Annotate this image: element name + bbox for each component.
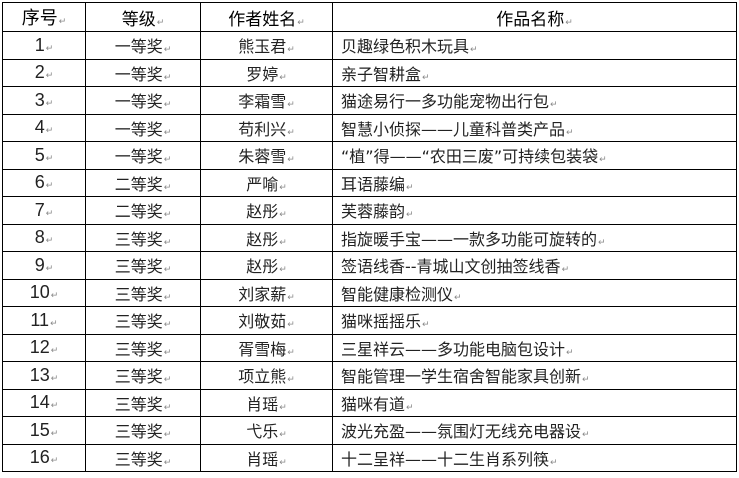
work-title-cell: 猫咪有道 [332,388,737,417]
number-cell: 2 [2,58,86,87]
author-cell: 朱蓉雪 [200,141,333,170]
header-cell: 序号 [2,2,86,32]
award-level-cell: 一等奖 [85,58,201,87]
work-title-cell: 三星祥云——多功能电脑包设计 [332,333,737,362]
award-level-cell: 三等奖 [85,223,201,252]
author-cell: 熊玉君 [200,31,333,60]
work-title-cell: 猫途易行一多功能宠物出行包 [332,86,737,115]
author-cell: 胥雪梅 [200,333,333,362]
award-level-cell: 三等奖 [85,278,201,307]
number-cell: 10 [2,278,86,307]
author-cell: 严喻 [200,168,333,197]
header-cell: 作品名称 [332,2,737,32]
table-row: 7二等奖赵彤芙蓉藤韵 [2,196,737,225]
author-cell: 项立熊 [200,361,333,390]
number-cell: 4 [2,113,86,142]
number-cell: 6 [2,168,86,197]
author-cell: 肖瑶 [200,388,333,417]
work-title-cell: 贝趣绿色积木玩具 [332,31,737,60]
table-row: 5一等奖朱蓉雪“植”得——“农田三废”可持续包装袋 [2,141,737,170]
number-cell: 16 [2,443,86,472]
award-level-cell: 二等奖 [85,196,201,225]
author-cell: 赵彤 [200,223,333,252]
work-title-cell: 十二呈祥——十二生肖系列筷 [332,443,737,472]
award-level-cell: 三等奖 [85,251,201,280]
header-cell: 等级 [85,2,201,32]
number-cell: 9 [2,251,86,280]
award-level-cell: 三等奖 [85,416,201,445]
author-cell: 赵彤 [200,196,333,225]
table-row: 1一等奖熊玉君贝趣绿色积木玩具 [2,31,737,60]
work-title-cell: 智慧小侦探——儿童科普类产品 [332,113,737,142]
work-title-cell: 波光充盈——氛围灯无线充电器设 [332,416,737,445]
number-cell: 13 [2,361,86,390]
number-cell: 5 [2,141,86,170]
table-row: 10三等奖刘家薪智能健康检测仪 [2,278,737,307]
table-row: 6二等奖严喻耳语藤编 [2,168,737,197]
award-level-cell: 三等奖 [85,333,201,362]
author-cell: 李霜雪 [200,86,333,115]
table-row: 3一等奖李霜雪猫途易行一多功能宠物出行包 [2,86,737,115]
author-cell: 刘家薪 [200,278,333,307]
work-title-cell: 亲子智耕盒 [332,58,737,87]
table-row: 4一等奖苟利兴智慧小侦探——儿童科普类产品 [2,113,737,142]
table-row: 13三等奖项立熊智能管理一学生宿舍智能家具创新 [2,361,737,390]
table-row: 14三等奖肖瑶猫咪有道 [2,388,737,417]
award-level-cell: 三等奖 [85,388,201,417]
table-row: 16三等奖肖瑶十二呈祥——十二生肖系列筷 [2,443,737,472]
award-level-cell: 一等奖 [85,113,201,142]
number-cell: 1 [2,31,86,60]
award-level-cell: 三等奖 [85,443,201,472]
work-title-cell: 芙蓉藤韵 [332,196,737,225]
author-cell: 肖瑶 [200,443,333,472]
table-row: 9三等奖赵彤签语线香--青城山文创抽签线香 [2,251,737,280]
award-level-cell: 一等奖 [85,141,201,170]
number-cell: 12 [2,333,86,362]
award-level-cell: 三等奖 [85,361,201,390]
work-title-cell: 签语线香--青城山文创抽签线香 [332,251,737,280]
number-cell: 8 [2,223,86,252]
number-cell: 3 [2,86,86,115]
award-level-cell: 一等奖 [85,86,201,115]
table-row: 15三等奖弋乐波光充盈——氛围灯无线充电器设 [2,416,737,445]
author-cell: 赵彤 [200,251,333,280]
table-row: 8三等奖赵彤指旋暖手宝——一款多功能可旋转的 [2,223,737,252]
work-title-cell: 智能健康检测仪 [332,278,737,307]
work-title-cell: 指旋暖手宝——一款多功能可旋转的 [332,223,737,252]
awards-table: 序号 等级 作者姓名 作品名称 1一等奖熊玉君贝趣绿色积木玩具2一等奖罗婷亲子智… [2,2,737,472]
number-cell: 15 [2,416,86,445]
award-level-cell: 二等奖 [85,168,201,197]
header-cell: 作者姓名 [200,2,333,32]
work-title-cell: 智能管理一学生宿舍智能家具创新 [332,361,737,390]
work-title-cell: 猫咪摇摇乐 [332,306,737,335]
number-cell: 7 [2,196,86,225]
award-level-cell: 三等奖 [85,306,201,335]
author-cell: 苟利兴 [200,113,333,142]
work-title-cell: 耳语藤编 [332,168,737,197]
author-cell: 刘敬茹 [200,306,333,335]
award-level-cell: 一等奖 [85,31,201,60]
number-cell: 14 [2,388,86,417]
work-title-cell: “植”得——“农田三废”可持续包装袋 [332,141,737,170]
number-cell: 11 [2,306,86,335]
author-cell: 罗婷 [200,58,333,87]
author-cell: 弋乐 [200,416,333,445]
table-row: 11三等奖刘敬茹猫咪摇摇乐 [2,306,737,335]
table-row: 2一等奖罗婷亲子智耕盒 [2,58,737,87]
table-row: 12三等奖胥雪梅三星祥云——多功能电脑包设计 [2,333,737,362]
header-row: 序号 等级 作者姓名 作品名称 [2,2,737,32]
